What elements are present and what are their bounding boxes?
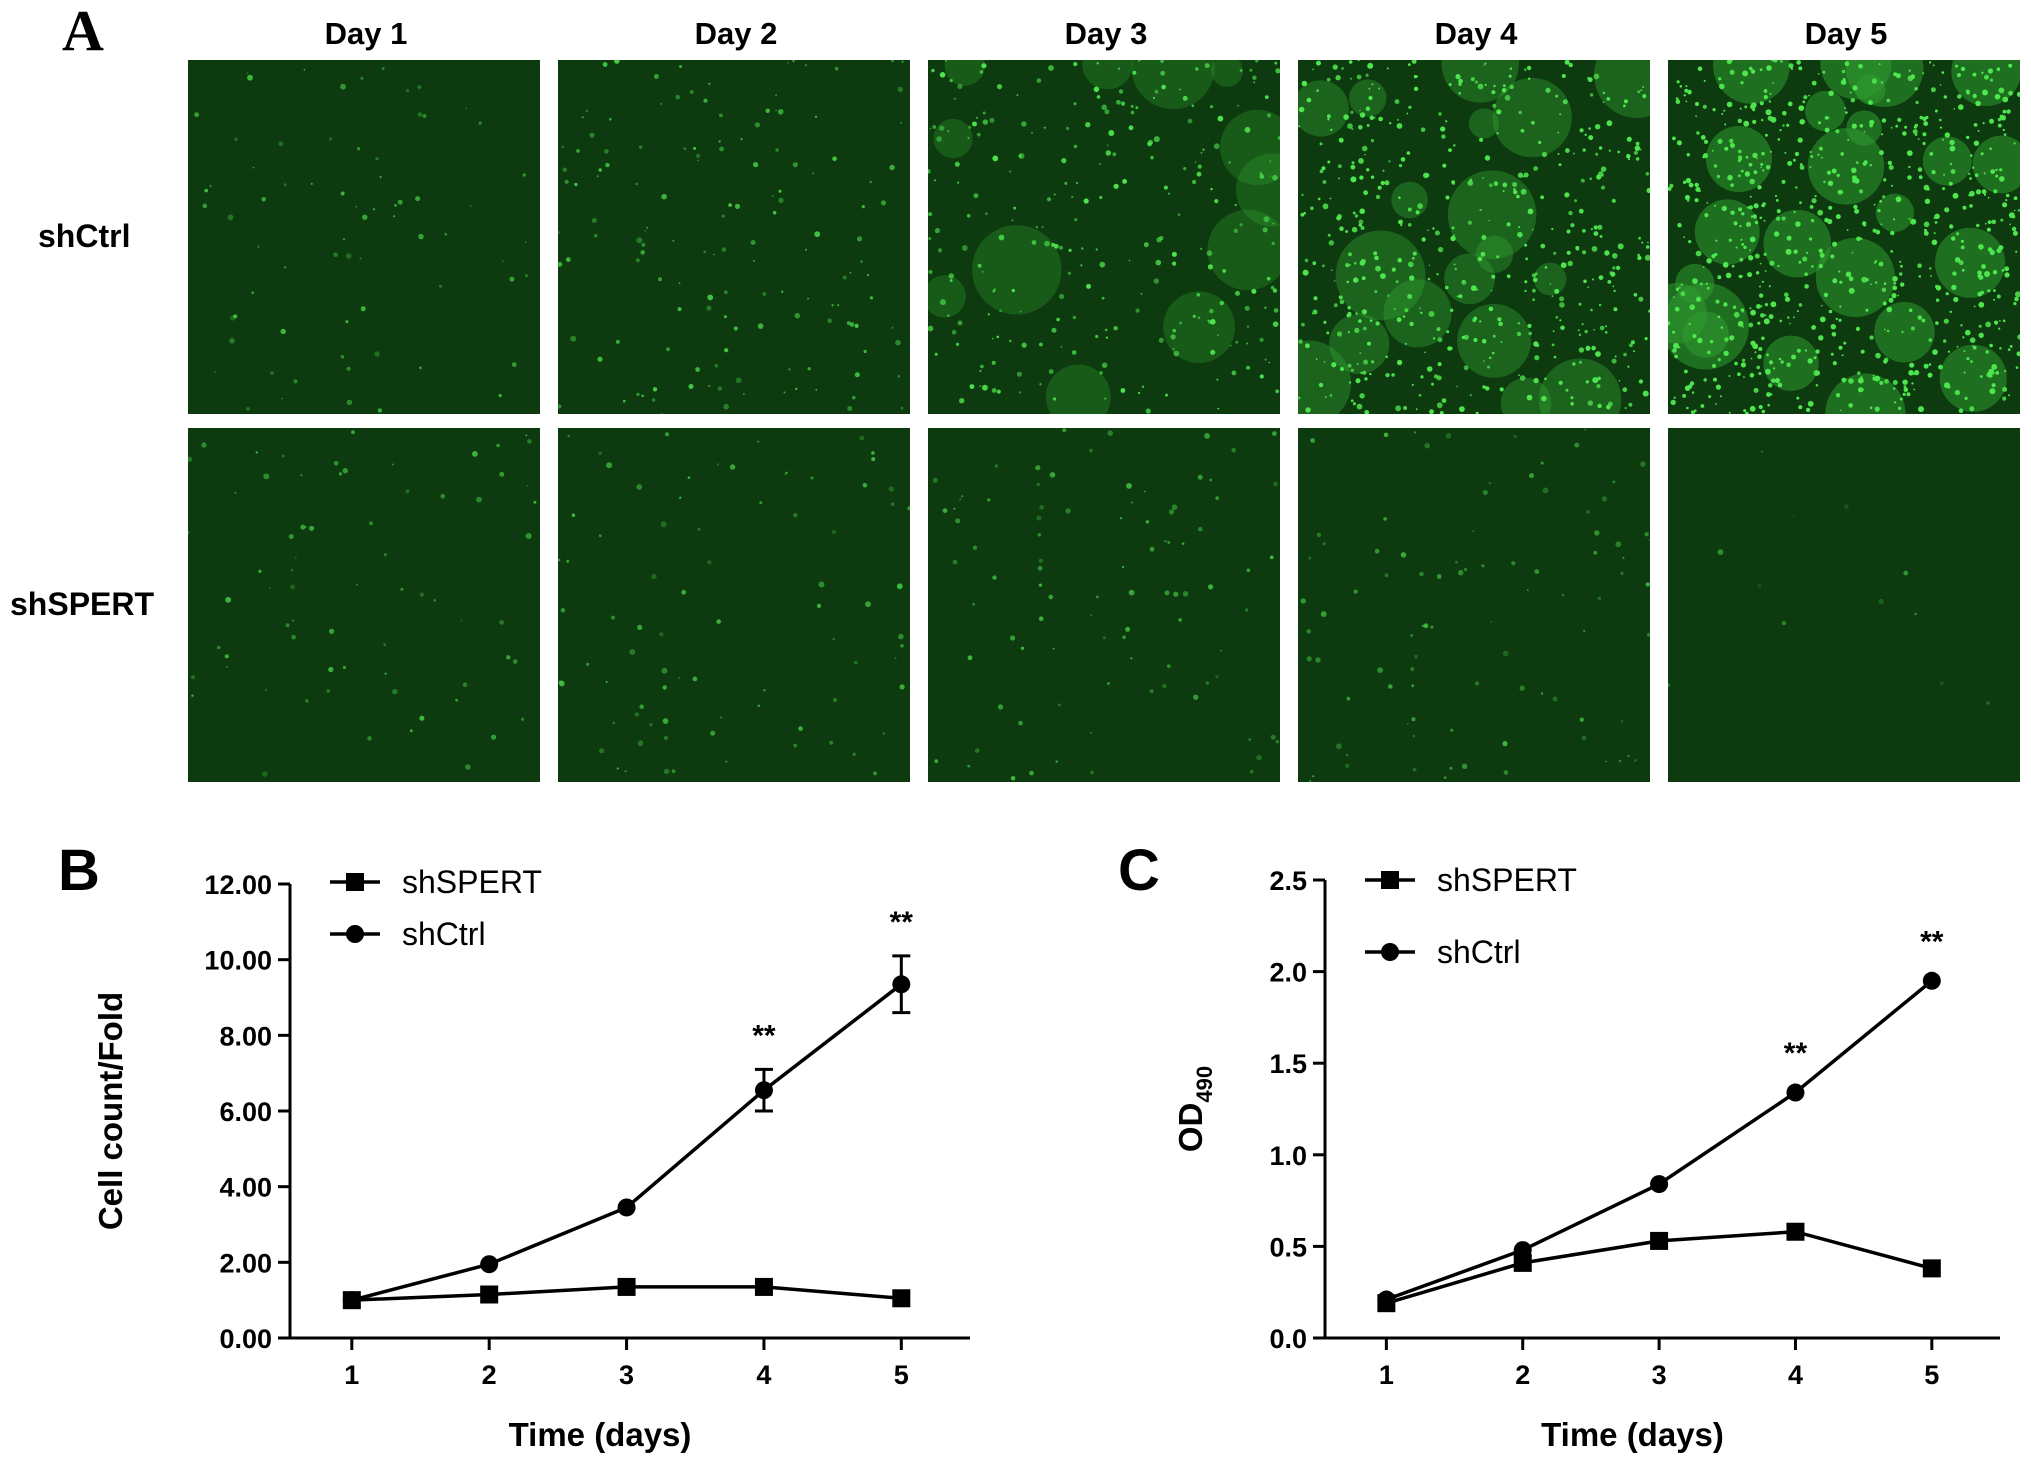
legend-label-shspert: shSPERT xyxy=(1437,862,1577,898)
x-tick-label: 5 xyxy=(894,1360,909,1390)
data-point-shspert xyxy=(617,1277,636,1296)
data-point-shctrl xyxy=(1650,1175,1669,1194)
row-label-shspert: shSPERT xyxy=(10,586,155,622)
column-label-day-2: Day 2 xyxy=(694,16,778,51)
data-point-shctrl xyxy=(1513,1241,1532,1260)
legend-marker-shctrl xyxy=(1381,943,1399,961)
y-tick-label: 2.00 xyxy=(219,1248,272,1278)
y-tick-label: 0.5 xyxy=(1269,1232,1307,1262)
y-tick-label: 10.00 xyxy=(204,946,272,976)
x-tick-label: 5 xyxy=(1924,1360,1939,1390)
data-point-shspert xyxy=(1922,1259,1941,1278)
significance-annotation: ** xyxy=(752,1019,776,1052)
data-point-shspert xyxy=(754,1277,773,1296)
legend-label-shctrl: shCtrl xyxy=(1437,934,1521,970)
x-axis-label: Time (days) xyxy=(509,1416,692,1453)
y-tick-label: 8.00 xyxy=(219,1021,272,1051)
panel-c-letter: C xyxy=(1118,838,1160,903)
panel-a-letter: A xyxy=(62,0,104,63)
data-point-shspert xyxy=(1513,1253,1532,1272)
chart-c-od490: C 0.0 0.5 1.0 1.5 2.0 2.5 1 2 3 4 5 Time (days) OD490… xyxy=(1118,838,2000,1453)
significance-annotation: ** xyxy=(1784,1037,1808,1070)
x-tick-label: 2 xyxy=(482,1360,497,1390)
fluorescence-image-shspert-day-4 xyxy=(1298,428,1650,782)
panel-b-letter: B xyxy=(58,838,100,903)
data-point-shctrl xyxy=(1922,971,1941,990)
x-tick-label: 1 xyxy=(344,1360,359,1390)
fluorescence-image-shctrl-day-2 xyxy=(558,60,910,414)
y-axis-label-subscript: 490 xyxy=(1192,1066,1217,1103)
data-point-shctrl xyxy=(1786,1083,1805,1102)
y-tick-label: 0.00 xyxy=(219,1324,272,1354)
y-tick-label: 12.00 xyxy=(204,870,272,900)
fluorescence-image-shctrl-day-1 xyxy=(188,60,540,414)
y-axis-label: Cell count/Fold xyxy=(92,992,129,1230)
data-point-shctrl xyxy=(754,1081,773,1100)
chart-b-cell-count: B 0.00 2.00 4.00 6.00 8.00 10.00 12.00 1 2 3 4 5 Time… xyxy=(58,838,970,1453)
legend-marker-shspert xyxy=(1381,871,1399,889)
fluorescence-image-shctrl-day-4 xyxy=(1298,60,1650,414)
row-label-shctrl: shCtrl xyxy=(38,218,131,254)
column-label-day-4: Day 4 xyxy=(1434,16,1518,51)
data-point-shctrl xyxy=(480,1255,499,1274)
significance-annotation: ** xyxy=(890,906,914,939)
data-point-shspert xyxy=(1786,1222,1805,1241)
x-tick-label: 4 xyxy=(756,1360,771,1390)
series-line-shctrl xyxy=(351,982,903,1302)
fluorescence-image-shctrl-day-3 xyxy=(928,60,1280,414)
fluorescence-image-shspert-day-1 xyxy=(188,428,540,782)
fluorescence-image-shspert-day-5 xyxy=(1668,428,2020,782)
column-label-day-1: Day 1 xyxy=(324,16,408,51)
fluorescence-image-shspert-day-3 xyxy=(928,428,1280,782)
legend-label-shspert: shSPERT xyxy=(402,864,542,900)
data-point-shctrl xyxy=(1377,1290,1396,1309)
x-axis-label: Time (days) xyxy=(1541,1416,1724,1453)
data-point-shspert xyxy=(892,1289,911,1308)
x-tick-label: 3 xyxy=(619,1360,634,1390)
x-tick-label: 4 xyxy=(1788,1360,1803,1390)
data-point-shspert xyxy=(480,1285,499,1304)
column-label-day-3: Day 3 xyxy=(1064,16,1148,51)
x-tick-label: 1 xyxy=(1379,1360,1394,1390)
y-tick-label: 1.5 xyxy=(1269,1049,1307,1079)
y-tick-label: 4.00 xyxy=(219,1173,272,1203)
significance-annotation: ** xyxy=(1920,925,1944,958)
y-axis-label: OD490 xyxy=(1172,1066,1217,1152)
legend-label-shctrl: shCtrl xyxy=(402,916,486,952)
x-tick-label: 2 xyxy=(1515,1360,1530,1390)
y-tick-label: 2.0 xyxy=(1269,958,1307,988)
x-tick-label: 3 xyxy=(1652,1360,1667,1390)
legend-marker-shspert xyxy=(346,873,364,891)
fluorescence-image-shspert-day-2 xyxy=(558,428,910,782)
y-tick-label: 1.0 xyxy=(1269,1141,1307,1171)
fluorescence-image-shctrl-day-5 xyxy=(1668,60,2020,414)
y-tick-label: 2.5 xyxy=(1269,866,1307,896)
legend-marker-shctrl xyxy=(346,925,364,943)
data-point-shctrl xyxy=(892,975,911,994)
data-point-shctrl xyxy=(342,1291,361,1310)
data-point-shctrl xyxy=(617,1198,636,1217)
data-point-shspert xyxy=(1650,1231,1669,1250)
y-tick-label: 6.00 xyxy=(219,1097,272,1127)
column-label-day-5: Day 5 xyxy=(1804,16,1888,51)
y-tick-label: 0.0 xyxy=(1269,1324,1307,1354)
series-line-shctrl xyxy=(1385,979,1933,1302)
